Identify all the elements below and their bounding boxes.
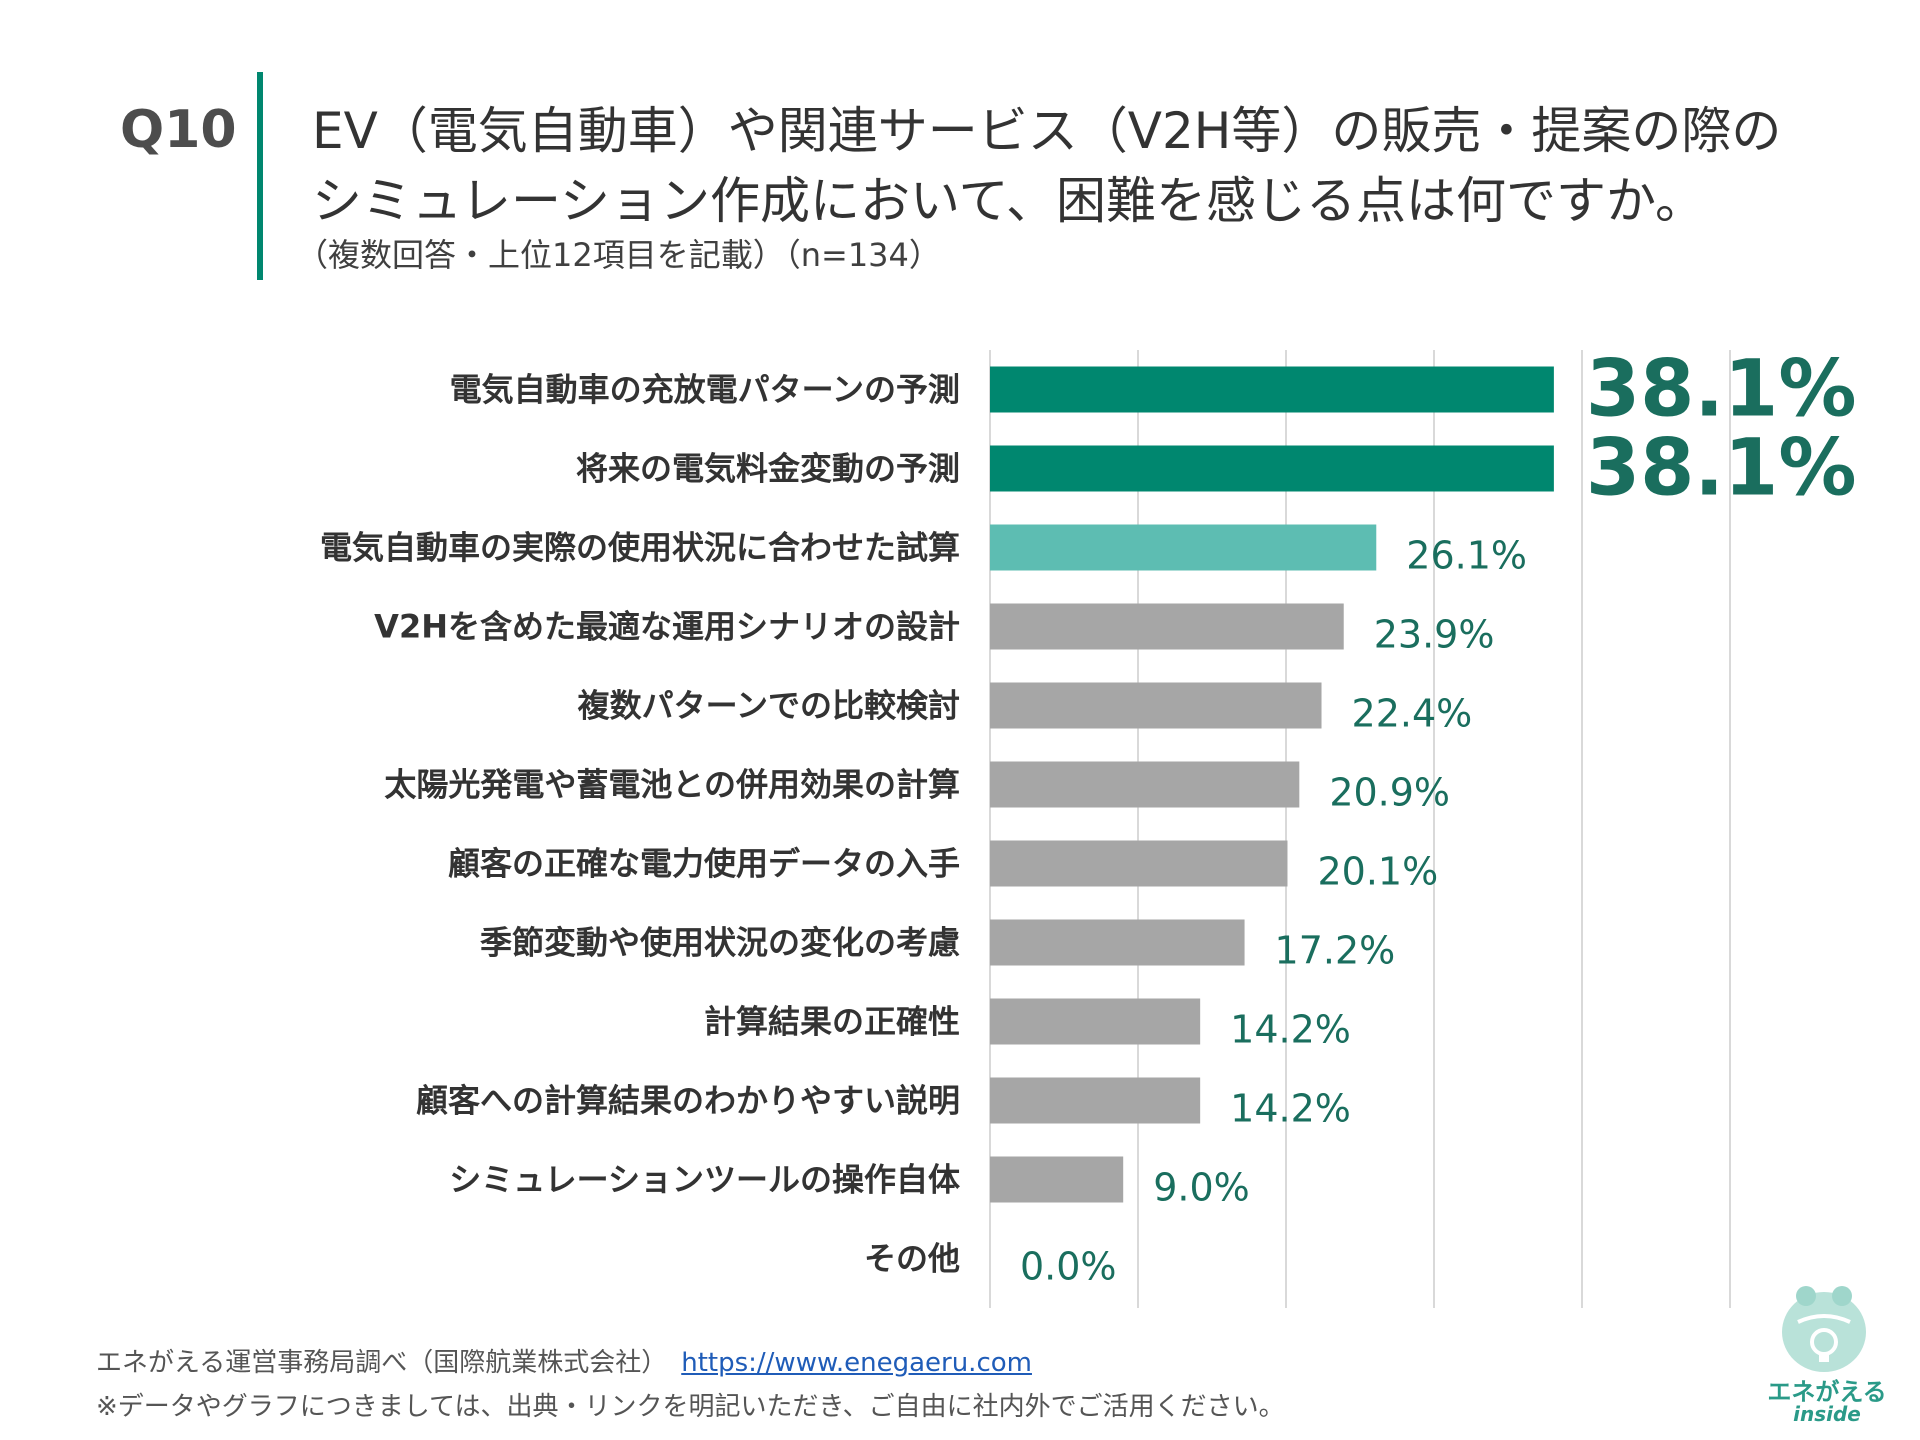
footer-link[interactable]: https://www.enegaeru.com	[681, 1348, 1032, 1378]
bar	[990, 366, 1554, 413]
bar	[990, 840, 1288, 887]
value-label: 17.2%	[1275, 929, 1396, 973]
footer-note: ※データやグラフにつきましては、出典・リンクを明記いただき、ご自由に社内外でご活…	[96, 1392, 1285, 1422]
bar	[990, 445, 1554, 492]
logo-subtext: inside	[1793, 1402, 1861, 1426]
logo-text: エネがえる	[1767, 1378, 1887, 1406]
bar	[990, 761, 1300, 808]
bar	[990, 603, 1344, 650]
value-label: 22.4%	[1352, 692, 1473, 736]
question-subtitle: （複数回答・上位12項目を記載）（n=134）	[296, 236, 941, 274]
question-title-line1: EV（電気自動車）や関連サービス（V2H等）の販売・提案の際の	[312, 102, 1782, 160]
category-label: 電気自動車の充放電パターンの予測	[450, 371, 960, 409]
value-label: 20.9%	[1329, 771, 1450, 815]
value-label: 14.2%	[1230, 1008, 1351, 1052]
value-label: 20.1%	[1317, 850, 1438, 894]
category-label: その他	[864, 1240, 960, 1278]
bar	[990, 998, 1201, 1045]
footer-source: エネがえる運営事務局調べ（国際航業株式会社） https://www.enegae…	[96, 1342, 1032, 1379]
value-label: 23.9%	[1374, 613, 1495, 657]
bar-chart: 電気自動車の充放電パターンの予測 38.1% 将来の電気料金変動の予測 38.1% 電気…	[320, 345, 1857, 1308]
category-label: 将来の電気料金変動の予測	[576, 450, 960, 488]
footer-source-text: エネがえる運営事務局調べ（国際航業株式会社）	[96, 1348, 668, 1378]
value-label: 38.1%	[1586, 345, 1857, 435]
bar	[990, 919, 1245, 966]
category-label: 太陽光発電や蓄電池との併用効果の計算	[384, 766, 960, 804]
logo-icon	[1782, 1286, 1866, 1372]
question-number: Q10	[120, 100, 237, 160]
bar	[990, 682, 1322, 729]
value-label: 9.0%	[1153, 1166, 1250, 1210]
value-label: 38.1%	[1586, 424, 1857, 514]
category-label: シミュレーションツールの操作自体	[449, 1161, 960, 1199]
question-divider	[257, 72, 263, 280]
bar	[990, 1156, 1124, 1203]
bar	[990, 524, 1377, 571]
value-label: 26.1%	[1406, 534, 1527, 578]
category-label: 季節変動や使用状況の変化の考慮	[480, 924, 960, 962]
category-label: 計算結果の正確性	[704, 1003, 960, 1041]
question-title-line2: シミュレーション作成において、困難を感じる点は何ですか。	[312, 172, 1705, 230]
category-label: V2Hを含めた最適な運用シナリオの設計	[374, 608, 960, 646]
category-label: 電気自動車の実際の使用状況に合わせた試算	[320, 529, 960, 567]
question-title: EV（電気自動車）や関連サービス（V2H等）の販売・提案の際の シミュレーション…	[312, 96, 1781, 236]
bar	[990, 1077, 1201, 1124]
category-label: 顧客への計算結果のわかりやすい説明	[416, 1082, 960, 1120]
value-label: 14.2%	[1230, 1087, 1351, 1131]
value-label: 0.0%	[1020, 1245, 1117, 1289]
category-label: 顧客の正確な電力使用データの入手	[448, 845, 960, 883]
category-label: 複数パターンでの比較検討	[578, 687, 960, 725]
